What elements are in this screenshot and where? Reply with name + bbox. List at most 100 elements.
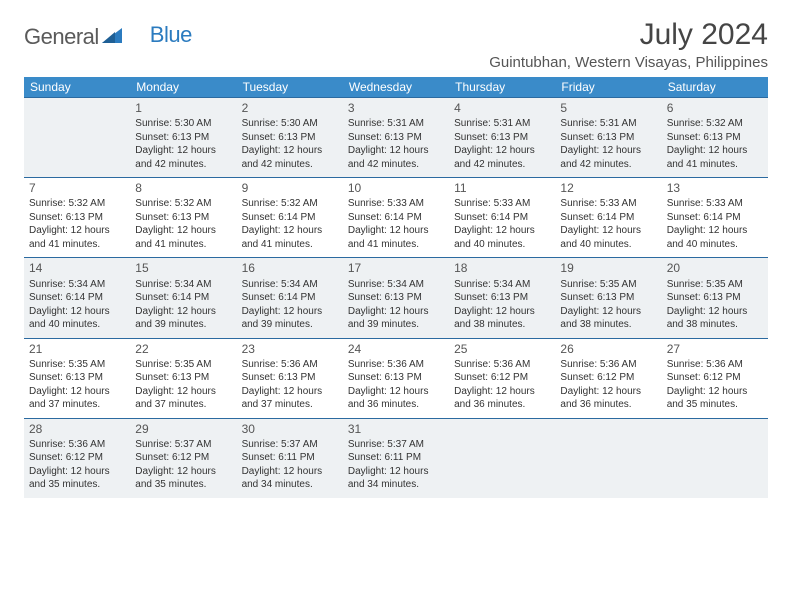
daylight-line: Daylight: 12 hours and 37 minutes. xyxy=(29,385,125,412)
day-header: Saturday xyxy=(662,77,768,98)
daylight-line: Daylight: 12 hours and 34 minutes. xyxy=(348,465,444,492)
sunrise-line: Sunrise: 5:36 AM xyxy=(560,358,656,372)
calendar-week-row: 21Sunrise: 5:35 AMSunset: 6:13 PMDayligh… xyxy=(24,338,768,418)
calendar-week-row: 14Sunrise: 5:34 AMSunset: 6:14 PMDayligh… xyxy=(24,258,768,338)
calendar-day-cell: 1Sunrise: 5:30 AMSunset: 6:13 PMDaylight… xyxy=(130,98,236,178)
daylight-line: Daylight: 12 hours and 42 minutes. xyxy=(454,144,550,171)
sunrise-line: Sunrise: 5:36 AM xyxy=(29,438,125,452)
calendar-day-cell: 6Sunrise: 5:32 AMSunset: 6:13 PMDaylight… xyxy=(662,98,768,178)
daylight-line: Daylight: 12 hours and 34 minutes. xyxy=(242,465,338,492)
daylight-line: Daylight: 12 hours and 42 minutes. xyxy=(348,144,444,171)
sunrise-line: Sunrise: 5:30 AM xyxy=(135,117,231,131)
daylight-line: Daylight: 12 hours and 39 minutes. xyxy=(135,305,231,332)
daylight-line: Daylight: 12 hours and 35 minutes. xyxy=(135,465,231,492)
daylight-line: Daylight: 12 hours and 38 minutes. xyxy=(454,305,550,332)
day-header: Sunday xyxy=(24,77,130,98)
day-number: 9 xyxy=(242,180,338,196)
sunset-line: Sunset: 6:13 PM xyxy=(454,291,550,305)
calendar-day-cell: 7Sunrise: 5:32 AMSunset: 6:13 PMDaylight… xyxy=(24,178,130,258)
sunset-line: Sunset: 6:12 PM xyxy=(135,451,231,465)
day-header: Monday xyxy=(130,77,236,98)
daylight-line: Daylight: 12 hours and 41 minutes. xyxy=(348,224,444,251)
daylight-line: Daylight: 12 hours and 37 minutes. xyxy=(135,385,231,412)
calendar-day-cell: 23Sunrise: 5:36 AMSunset: 6:13 PMDayligh… xyxy=(237,338,343,418)
sunrise-line: Sunrise: 5:35 AM xyxy=(560,278,656,292)
calendar-day-cell: 9Sunrise: 5:32 AMSunset: 6:14 PMDaylight… xyxy=(237,178,343,258)
day-number: 14 xyxy=(29,260,125,276)
sunset-line: Sunset: 6:14 PM xyxy=(135,291,231,305)
daylight-line: Daylight: 12 hours and 39 minutes. xyxy=(242,305,338,332)
calendar-day-cell: 11Sunrise: 5:33 AMSunset: 6:14 PMDayligh… xyxy=(449,178,555,258)
sunset-line: Sunset: 6:14 PM xyxy=(242,291,338,305)
calendar-day-cell: 28Sunrise: 5:36 AMSunset: 6:12 PMDayligh… xyxy=(24,418,130,498)
sunrise-line: Sunrise: 5:36 AM xyxy=(454,358,550,372)
logo-word-blue: Blue xyxy=(150,22,192,48)
calendar-day-cell: 26Sunrise: 5:36 AMSunset: 6:12 PMDayligh… xyxy=(555,338,661,418)
calendar-day-cell: 3Sunrise: 5:31 AMSunset: 6:13 PMDaylight… xyxy=(343,98,449,178)
calendar-day-cell: 2Sunrise: 5:30 AMSunset: 6:13 PMDaylight… xyxy=(237,98,343,178)
calendar-day-cell: 18Sunrise: 5:34 AMSunset: 6:13 PMDayligh… xyxy=(449,258,555,338)
calendar-day-cell: 22Sunrise: 5:35 AMSunset: 6:13 PMDayligh… xyxy=(130,338,236,418)
logo-triangle-icon xyxy=(102,26,124,49)
day-number: 10 xyxy=(348,180,444,196)
day-number: 24 xyxy=(348,341,444,357)
calendar-day-cell: 15Sunrise: 5:34 AMSunset: 6:14 PMDayligh… xyxy=(130,258,236,338)
sunset-line: Sunset: 6:13 PM xyxy=(667,291,763,305)
logo-word-general: General xyxy=(24,24,99,50)
day-number: 16 xyxy=(242,260,338,276)
sunrise-line: Sunrise: 5:34 AM xyxy=(135,278,231,292)
sunrise-line: Sunrise: 5:37 AM xyxy=(348,438,444,452)
calendar-day-cell xyxy=(555,418,661,498)
daylight-line: Daylight: 12 hours and 40 minutes. xyxy=(29,305,125,332)
sunrise-line: Sunrise: 5:35 AM xyxy=(135,358,231,372)
sunrise-line: Sunrise: 5:36 AM xyxy=(667,358,763,372)
sunset-line: Sunset: 6:13 PM xyxy=(667,131,763,145)
calendar-day-cell xyxy=(662,418,768,498)
daylight-line: Daylight: 12 hours and 42 minutes. xyxy=(560,144,656,171)
sunset-line: Sunset: 6:14 PM xyxy=(348,211,444,225)
sunset-line: Sunset: 6:12 PM xyxy=(29,451,125,465)
calendar-day-cell: 13Sunrise: 5:33 AMSunset: 6:14 PMDayligh… xyxy=(662,178,768,258)
sunrise-line: Sunrise: 5:33 AM xyxy=(454,197,550,211)
sunrise-line: Sunrise: 5:33 AM xyxy=(667,197,763,211)
sunset-line: Sunset: 6:14 PM xyxy=(29,291,125,305)
daylight-line: Daylight: 12 hours and 37 minutes. xyxy=(242,385,338,412)
sunset-line: Sunset: 6:12 PM xyxy=(667,371,763,385)
calendar-day-cell: 5Sunrise: 5:31 AMSunset: 6:13 PMDaylight… xyxy=(555,98,661,178)
daylight-line: Daylight: 12 hours and 41 minutes. xyxy=(242,224,338,251)
daylight-line: Daylight: 12 hours and 40 minutes. xyxy=(667,224,763,251)
daylight-line: Daylight: 12 hours and 36 minutes. xyxy=(348,385,444,412)
sunset-line: Sunset: 6:14 PM xyxy=(242,211,338,225)
calendar-week-row: 28Sunrise: 5:36 AMSunset: 6:12 PMDayligh… xyxy=(24,418,768,498)
day-header: Thursday xyxy=(449,77,555,98)
day-number: 2 xyxy=(242,100,338,116)
sunset-line: Sunset: 6:12 PM xyxy=(454,371,550,385)
day-number: 28 xyxy=(29,421,125,437)
header: General Blue July 2024 Guintubhan, Weste… xyxy=(24,18,768,71)
sunrise-line: Sunrise: 5:32 AM xyxy=(29,197,125,211)
daylight-line: Daylight: 12 hours and 40 minutes. xyxy=(454,224,550,251)
calendar-day-cell xyxy=(449,418,555,498)
day-number: 13 xyxy=(667,180,763,196)
calendar-day-cell: 16Sunrise: 5:34 AMSunset: 6:14 PMDayligh… xyxy=(237,258,343,338)
day-number: 30 xyxy=(242,421,338,437)
daylight-line: Daylight: 12 hours and 41 minutes. xyxy=(667,144,763,171)
day-header: Tuesday xyxy=(237,77,343,98)
sunrise-line: Sunrise: 5:37 AM xyxy=(242,438,338,452)
day-number: 21 xyxy=(29,341,125,357)
calendar-day-cell: 17Sunrise: 5:34 AMSunset: 6:13 PMDayligh… xyxy=(343,258,449,338)
sunrise-line: Sunrise: 5:33 AM xyxy=(348,197,444,211)
day-number: 6 xyxy=(667,100,763,116)
sunrise-line: Sunrise: 5:32 AM xyxy=(242,197,338,211)
day-number: 22 xyxy=(135,341,231,357)
calendar-day-cell xyxy=(24,98,130,178)
calendar-day-cell: 19Sunrise: 5:35 AMSunset: 6:13 PMDayligh… xyxy=(555,258,661,338)
sunset-line: Sunset: 6:13 PM xyxy=(135,211,231,225)
day-number: 12 xyxy=(560,180,656,196)
day-number: 4 xyxy=(454,100,550,116)
day-number: 18 xyxy=(454,260,550,276)
sunset-line: Sunset: 6:14 PM xyxy=(667,211,763,225)
sunset-line: Sunset: 6:13 PM xyxy=(560,291,656,305)
sunrise-line: Sunrise: 5:31 AM xyxy=(348,117,444,131)
sunset-line: Sunset: 6:14 PM xyxy=(560,211,656,225)
